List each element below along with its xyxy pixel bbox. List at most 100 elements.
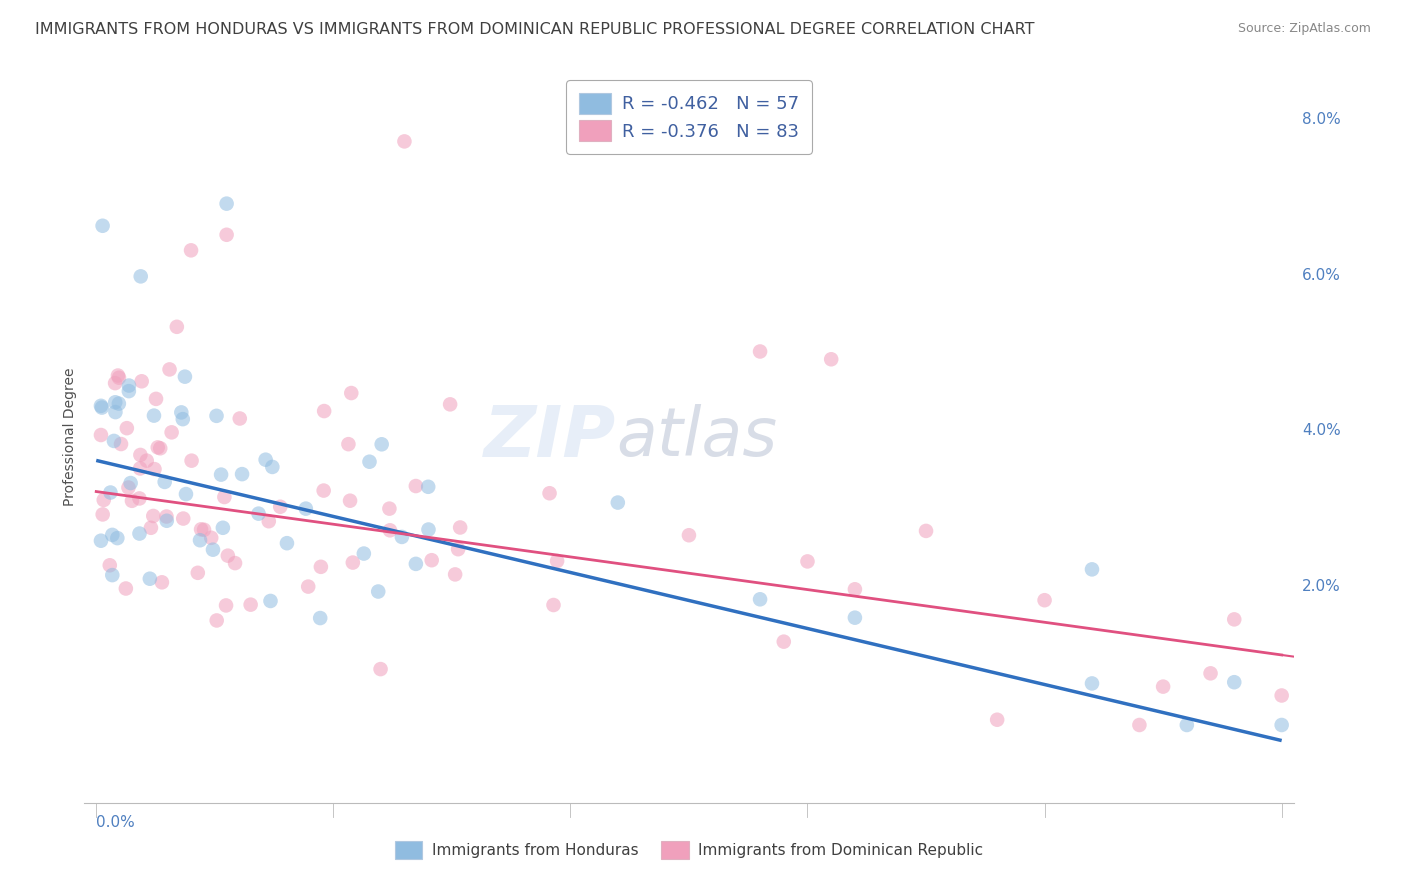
Point <box>143 462 166 476</box>
Point <box>129 448 152 462</box>
Point <box>1223 675 1246 690</box>
Point <box>370 662 392 676</box>
Point <box>215 227 238 242</box>
Point <box>367 584 389 599</box>
Point <box>986 713 1008 727</box>
Point <box>678 528 700 542</box>
Point <box>149 442 172 456</box>
Point <box>172 511 194 525</box>
Point <box>405 479 427 493</box>
Point <box>405 557 427 571</box>
Point <box>844 582 866 597</box>
Point <box>314 404 336 418</box>
Point <box>150 575 173 590</box>
Point <box>155 509 177 524</box>
Point <box>139 572 162 586</box>
Point <box>156 514 179 528</box>
Point <box>101 528 124 542</box>
Point <box>91 508 114 522</box>
Point <box>135 453 157 467</box>
Point <box>100 485 122 500</box>
Point <box>297 580 319 594</box>
Point <box>160 425 183 440</box>
Point <box>120 476 142 491</box>
Point <box>90 401 112 415</box>
Point <box>180 453 202 467</box>
Point <box>1175 718 1198 732</box>
Point <box>449 520 471 534</box>
Point <box>337 437 360 451</box>
Point <box>90 399 112 413</box>
Point <box>749 344 772 359</box>
Point <box>128 526 150 541</box>
Point <box>90 533 112 548</box>
Point <box>190 522 212 536</box>
Point <box>187 566 209 580</box>
Point <box>146 441 169 455</box>
Point <box>201 542 224 557</box>
Text: Source: ZipAtlas.com: Source: ZipAtlas.com <box>1237 22 1371 36</box>
Point <box>212 521 235 535</box>
Point <box>342 556 364 570</box>
Point <box>247 507 270 521</box>
Point <box>239 598 262 612</box>
Point <box>276 536 298 550</box>
Point <box>170 405 193 419</box>
Text: ZIP: ZIP <box>484 402 616 472</box>
Point <box>418 523 440 537</box>
Point <box>312 483 335 498</box>
Point <box>224 556 246 570</box>
Point <box>93 492 115 507</box>
Point <box>1033 593 1056 607</box>
Point <box>309 559 332 574</box>
Point <box>269 500 291 514</box>
Point <box>772 634 794 648</box>
Y-axis label: Professional Degree: Professional Degree <box>63 368 77 507</box>
Point <box>820 352 842 367</box>
Point <box>538 486 561 500</box>
Point <box>104 395 127 409</box>
Point <box>104 376 127 391</box>
Point <box>98 558 121 573</box>
Point <box>1199 666 1222 681</box>
Point <box>215 196 238 211</box>
Point <box>340 386 363 401</box>
Point <box>101 568 124 582</box>
Point <box>444 567 467 582</box>
Point <box>295 501 318 516</box>
Point <box>115 421 138 435</box>
Point <box>262 459 284 474</box>
Point <box>200 531 222 545</box>
Point <box>205 614 228 628</box>
Point <box>105 531 128 545</box>
Legend: Immigrants from Honduras, Immigrants from Dominican Republic: Immigrants from Honduras, Immigrants fro… <box>385 832 993 868</box>
Point <box>543 598 565 612</box>
Point <box>1128 718 1150 732</box>
Point <box>418 480 440 494</box>
Point <box>254 452 277 467</box>
Point <box>546 554 568 568</box>
Point <box>1317 718 1340 732</box>
Point <box>378 501 401 516</box>
Point <box>447 542 470 557</box>
Point <box>153 475 176 489</box>
Point <box>209 467 232 482</box>
Point <box>129 269 152 284</box>
Point <box>131 374 153 388</box>
Point <box>166 319 188 334</box>
Point <box>91 219 114 233</box>
Point <box>115 582 138 596</box>
Point <box>394 135 416 149</box>
Point <box>205 409 228 423</box>
Point <box>174 487 197 501</box>
Point <box>215 599 238 613</box>
Point <box>104 405 127 419</box>
Text: 0.0%: 0.0% <box>96 814 135 830</box>
Point <box>1152 680 1174 694</box>
Point <box>1081 562 1104 576</box>
Point <box>370 437 392 451</box>
Point <box>229 411 252 425</box>
Point <box>110 437 132 451</box>
Point <box>231 467 253 482</box>
Point <box>139 521 162 535</box>
